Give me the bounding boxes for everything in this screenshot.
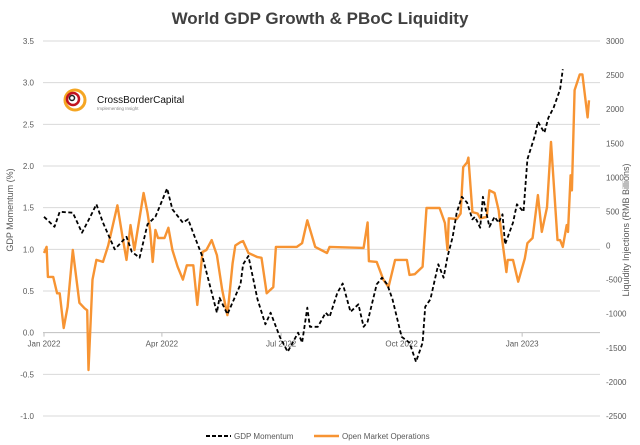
y2-tick-label: -2500 bbox=[606, 412, 627, 421]
x-tick-label: Jul 2022 bbox=[266, 340, 297, 349]
y-tick-label: -1.0 bbox=[20, 412, 34, 421]
legend-label-omo: Open Market Operations bbox=[342, 432, 430, 441]
gdp-momentum-line bbox=[43, 69, 564, 363]
chart-title: World GDP Growth & PBoC Liquidity bbox=[172, 9, 469, 28]
y-tick-label: 0.0 bbox=[23, 329, 35, 338]
x-tick-label: Jan 2022 bbox=[28, 340, 61, 349]
legend: GDP Momentum Open Market Operations bbox=[206, 432, 430, 441]
y2-tick-label: 500 bbox=[606, 207, 620, 216]
y2-tick-label: -1500 bbox=[606, 344, 627, 353]
open-market-operations-line bbox=[42, 73, 591, 372]
logo-ring-outer bbox=[63, 88, 87, 112]
y-tick-label: 1.5 bbox=[23, 204, 35, 213]
y-tick-label: 1.0 bbox=[23, 245, 35, 254]
x-tick-label: Oct 2022 bbox=[385, 340, 418, 349]
legend-label-gdp: GDP Momentum bbox=[234, 432, 294, 441]
y-tick-label: 3.5 bbox=[23, 37, 35, 46]
y-tick-label: 0.5 bbox=[23, 287, 35, 296]
y2-tick-label: 2000 bbox=[606, 105, 624, 114]
y-tick-label: -0.5 bbox=[20, 370, 34, 379]
y-tick-label: 2.0 bbox=[23, 162, 35, 171]
logo-name: CrossBorderCapital bbox=[97, 95, 184, 106]
logo: CrossBorderCapital Implementing Insight bbox=[63, 88, 184, 112]
y2-tick-label: 1500 bbox=[606, 139, 624, 148]
logo-tagline: Implementing Insight bbox=[97, 106, 139, 111]
y-tick-label: 3.0 bbox=[23, 79, 35, 88]
x-tick-label: Jan 2023 bbox=[506, 340, 539, 349]
logo-ring-inner bbox=[65, 91, 81, 107]
y2-tick-label: -1000 bbox=[606, 310, 627, 319]
y2-tick-label: 3000 bbox=[606, 37, 624, 46]
y-tick-label: 2.5 bbox=[23, 120, 35, 129]
y-axis-label: GDP Momentum (%) bbox=[5, 168, 15, 251]
y2-axis-label: Liquidity Injections (RMB Billions) bbox=[621, 163, 631, 296]
x-tick-label: Apr 2022 bbox=[146, 340, 179, 349]
y2-tick-label: -500 bbox=[606, 276, 623, 285]
y2-tick-label: 2500 bbox=[606, 71, 624, 80]
y2-tick-label: -2000 bbox=[606, 378, 627, 387]
logo-ring-core bbox=[68, 94, 76, 102]
y2-tick-label: 1000 bbox=[606, 173, 624, 182]
y2-tick-label: 0 bbox=[606, 242, 611, 251]
